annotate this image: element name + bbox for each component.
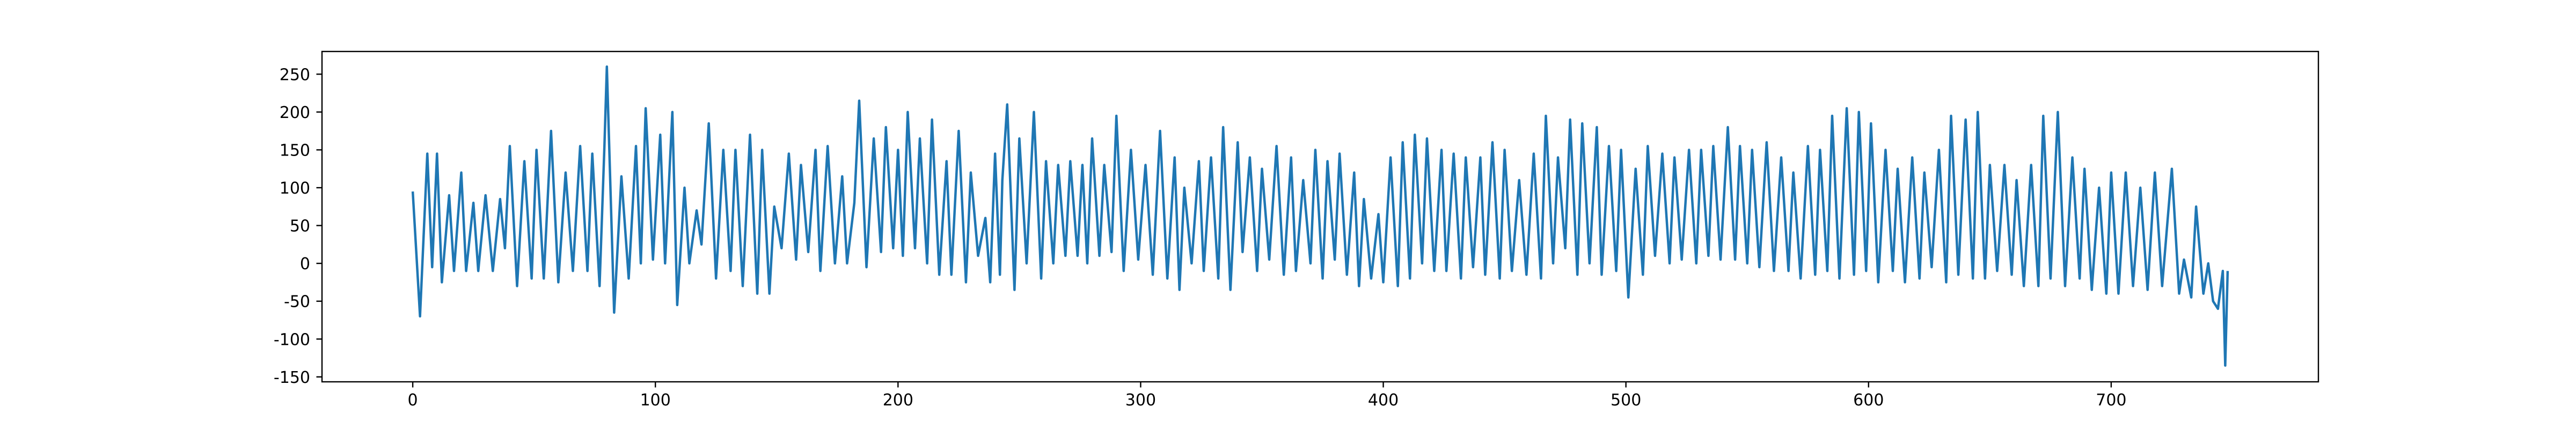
x-tick-label: 0 [408, 391, 418, 410]
y-tick-label: 250 [280, 65, 310, 84]
y-tick-label: 0 [300, 255, 310, 273]
y-tick-label: -50 [284, 293, 310, 312]
y-tick-label: -100 [274, 330, 310, 349]
x-tick-label: 200 [883, 391, 913, 410]
y-tick-label: 50 [290, 217, 310, 236]
axes-frame [321, 50, 2319, 383]
y-tick-label: -150 [274, 368, 310, 387]
x-tick-label: 700 [2096, 391, 2126, 410]
data-line [411, 65, 2229, 367]
x-tick-label: 100 [640, 391, 671, 410]
x-tick-label: 300 [1125, 391, 1156, 410]
y-tick-label: 150 [280, 141, 310, 160]
x-tick-label: 400 [1368, 391, 1399, 410]
x-tick-label: 600 [1853, 391, 1884, 410]
y-tick-label: 200 [280, 103, 310, 122]
x-tick-label: 500 [1611, 391, 1641, 410]
y-tick-label: 100 [280, 179, 310, 198]
